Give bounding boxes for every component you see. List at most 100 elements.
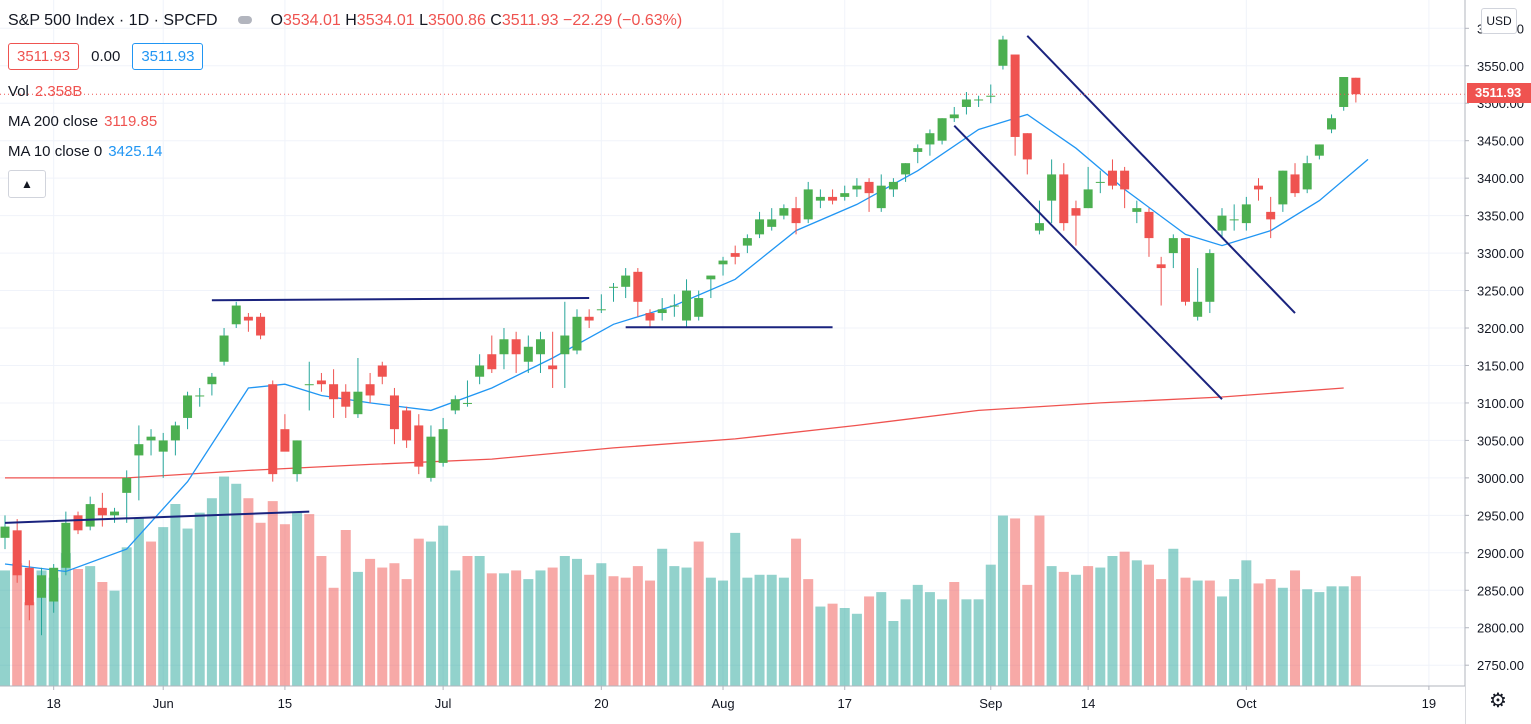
- volume-bar: [1265, 579, 1276, 686]
- volume-bar: [1131, 560, 1142, 686]
- candle-body: [1339, 77, 1349, 107]
- candle-body: [925, 133, 935, 145]
- candle-body: [742, 238, 752, 246]
- candle-body: [621, 275, 631, 287]
- candle-body: [682, 290, 692, 321]
- volume-bar: [803, 579, 814, 686]
- volume-bar: [523, 579, 534, 686]
- volume-bar: [401, 579, 412, 686]
- volume-bar: [243, 498, 254, 686]
- trendline: [953, 125, 1223, 400]
- visibility-eye-icon[interactable]: [238, 15, 253, 24]
- candle-body: [499, 339, 509, 355]
- last-price-tag: 3511.93: [1467, 83, 1531, 103]
- candle-body: [268, 384, 278, 475]
- volume-bar: [778, 577, 789, 686]
- volume-bar: [1022, 584, 1033, 686]
- candle-body: [1278, 170, 1288, 205]
- x-tick-label: 20: [594, 696, 608, 711]
- volume-bar: [170, 504, 181, 686]
- ma10-line: [4, 113, 1369, 573]
- volume-bar: [12, 563, 23, 686]
- candle-body: [73, 515, 83, 531]
- candle-body: [755, 219, 765, 235]
- volume-bar: [1070, 574, 1081, 686]
- candle-body: [292, 440, 302, 475]
- volume-bar: [1046, 566, 1057, 686]
- candle-body: [1327, 118, 1337, 130]
- candle-body: [1217, 215, 1227, 231]
- indicator-ma200[interactable]: MA 200 close 3119.85: [8, 113, 157, 130]
- y-tick-label: 3550.00: [1477, 59, 1524, 74]
- candle-body: [584, 316, 594, 321]
- indicator-ma10[interactable]: MA 10 close 0 3425.14: [8, 143, 162, 160]
- candle-body: [1229, 219, 1239, 221]
- volume-bar: [462, 556, 473, 686]
- candle-body: [219, 335, 229, 362]
- y-tick-label: 3300.00: [1477, 246, 1524, 261]
- volume-bar: [754, 574, 765, 686]
- volume-bar: [316, 556, 327, 686]
- sell-price-box[interactable]: 3511.93: [8, 43, 80, 70]
- volume-bar: [1168, 548, 1179, 686]
- candle-body: [377, 365, 387, 377]
- candle-body: [901, 163, 911, 175]
- x-tick-label: 15: [278, 696, 292, 711]
- volume-bar: [705, 577, 716, 686]
- volume-bar: [608, 576, 619, 686]
- candle-body: [487, 354, 497, 370]
- candle-body: [1059, 174, 1069, 224]
- open-value: 3534.01: [282, 12, 341, 29]
- trendline: [211, 297, 590, 302]
- volume-bar: [864, 596, 875, 686]
- y-tick-label: 3100.00: [1477, 396, 1524, 411]
- candle-body: [1254, 185, 1264, 190]
- candle-body: [1266, 211, 1276, 220]
- candle-body: [1302, 163, 1312, 190]
- candle-body: [450, 399, 460, 411]
- candle-body: [998, 39, 1008, 66]
- indicator-value: 2.358B: [34, 83, 83, 100]
- volume-bar: [949, 582, 960, 686]
- candle-body: [183, 395, 193, 418]
- volume-bar: [206, 498, 217, 686]
- volume-bar: [1083, 566, 1094, 686]
- volume-bar: [279, 524, 290, 686]
- volume-bar: [511, 570, 522, 686]
- chart-legend: S&P 500 Index · 1D · SPCFD O3534.01 H353…: [8, 12, 682, 30]
- collapse-legend-button[interactable]: ▲: [8, 170, 46, 198]
- volume-bar: [596, 563, 607, 686]
- candle-body: [280, 429, 290, 452]
- symbol-title[interactable]: S&P 500 Index · 1D · SPCFD: [8, 12, 218, 29]
- volume-bar: [158, 527, 169, 686]
- candle-body: [243, 316, 253, 321]
- buy-price-box[interactable]: 3511.93: [132, 43, 204, 70]
- candle-body: [1241, 204, 1251, 224]
- candle-body: [1193, 301, 1203, 317]
- y-tick-label: 3450.00: [1477, 134, 1524, 149]
- candle-body: [402, 410, 412, 441]
- candle-body: [304, 384, 314, 386]
- candle-body: [1083, 189, 1093, 209]
- price-axis-bg: [1465, 0, 1531, 724]
- candle-body: [475, 365, 485, 377]
- candle-body: [146, 436, 156, 441]
- y-tick-label: 2850.00: [1477, 583, 1524, 598]
- volume-bar: [1119, 551, 1130, 686]
- volume-bar: [718, 580, 729, 686]
- candle-body: [657, 309, 667, 314]
- indicator-volume[interactable]: Vol 2.358B: [8, 83, 82, 100]
- candle-body: [97, 507, 107, 516]
- candle-body: [110, 511, 120, 516]
- volume-bar: [645, 580, 656, 686]
- volume-bar: [559, 556, 570, 686]
- currency-button[interactable]: USD: [1481, 8, 1517, 34]
- candle-body: [828, 196, 838, 201]
- y-tick-label: 2750.00: [1477, 658, 1524, 673]
- candle-body: [937, 118, 947, 141]
- candle-body: [195, 395, 205, 397]
- gear-icon[interactable]: ⚙: [1489, 690, 1507, 712]
- volume-bar: [1350, 576, 1361, 686]
- volume-bar: [997, 515, 1008, 686]
